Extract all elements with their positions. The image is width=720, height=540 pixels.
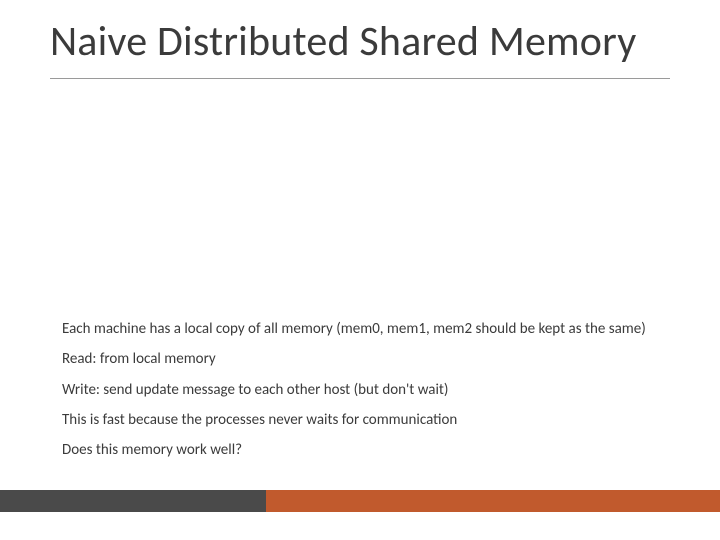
body-text-area: Each machine has a local copy of all mem…	[62, 320, 670, 471]
bullet-item: This is fast because the processes never…	[62, 411, 670, 429]
footer-right-segment	[266, 490, 720, 512]
title-divider	[50, 78, 670, 79]
bullet-item: Does this memory work well?	[62, 441, 670, 459]
slide-title: Naive Distributed Shared Memory	[50, 20, 670, 64]
bullet-item: Each machine has a local copy of all mem…	[62, 320, 670, 338]
bullet-item: Read: from local memory	[62, 350, 670, 368]
slide: Naive Distributed Shared Memory Each mac…	[0, 0, 720, 540]
footer-accent-bar	[0, 490, 720, 512]
footer-left-segment	[0, 490, 266, 512]
bullet-item: Write: send update message to each other…	[62, 381, 670, 399]
